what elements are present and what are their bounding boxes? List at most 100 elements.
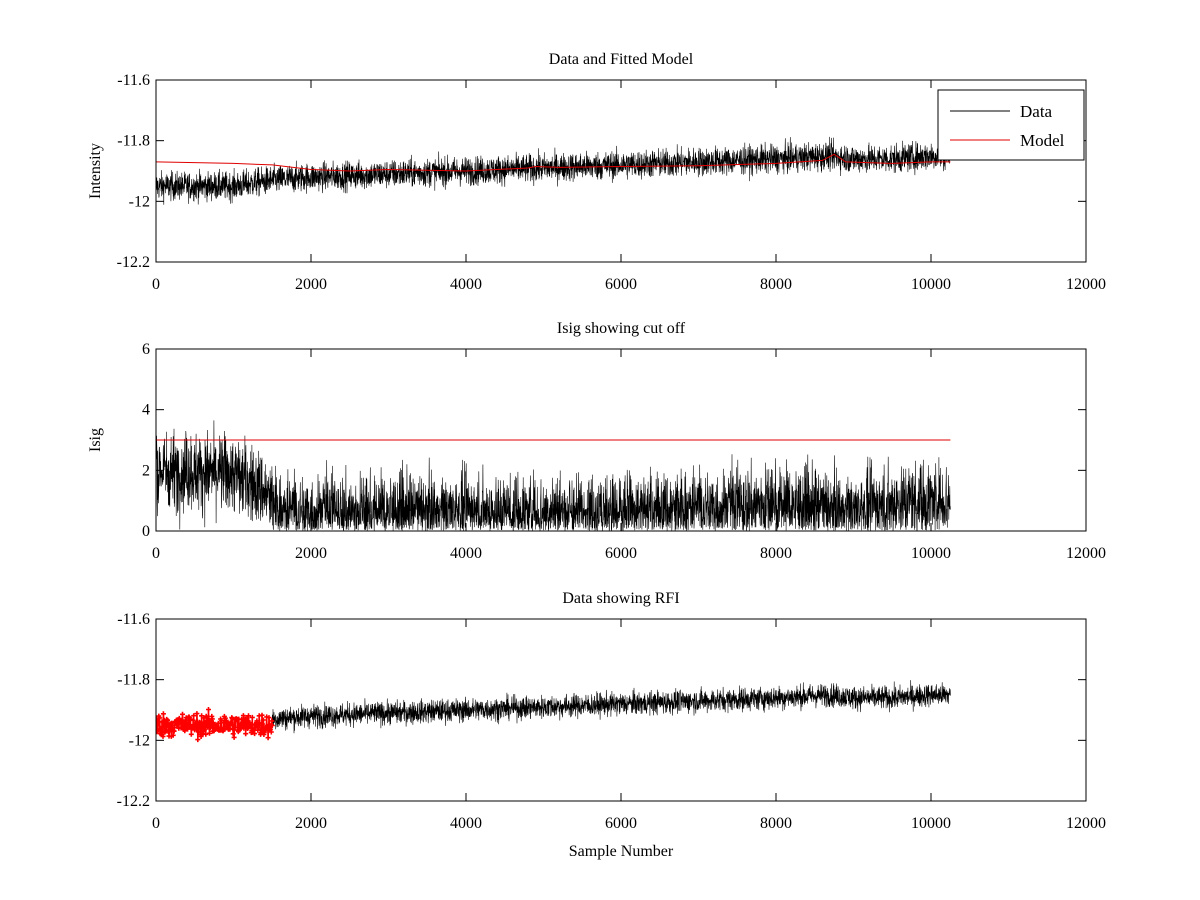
x-tick-label: 0 bbox=[152, 815, 160, 832]
y-tick-label: -12.2 bbox=[117, 793, 150, 810]
series-data-line bbox=[156, 136, 951, 205]
legend-box bbox=[937, 89, 1085, 161]
y-axis-label: Intensity bbox=[87, 143, 104, 199]
data-point bbox=[195, 724, 201, 730]
data-point bbox=[201, 727, 207, 733]
subplot-3: 0 2000 4000 6000 8000 10000 12000 -11.6 -11.8 -12… bbox=[117, 590, 1106, 860]
data-point bbox=[167, 727, 172, 733]
data-point bbox=[186, 721, 192, 727]
data-point bbox=[256, 723, 262, 728]
x-axis-label: Sample Number bbox=[569, 843, 674, 860]
x-tick-label: 4000 bbox=[450, 815, 482, 832]
data-point bbox=[228, 719, 234, 725]
y-tick-label: -11.8 bbox=[117, 672, 150, 689]
data-point bbox=[259, 712, 265, 718]
data-point bbox=[248, 722, 254, 728]
x-tick-label: 2000 bbox=[295, 545, 327, 562]
x-tick-label: 4000 bbox=[450, 276, 482, 293]
data-point bbox=[249, 714, 255, 720]
y-tick-label: 6 bbox=[142, 341, 150, 358]
plot-area bbox=[156, 136, 951, 205]
x-tick-label: 10000 bbox=[911, 276, 951, 293]
x-tick-label: 12000 bbox=[1066, 545, 1106, 562]
x-tick-label: 6000 bbox=[605, 276, 637, 293]
legend: Data Model bbox=[937, 89, 1085, 161]
data-point bbox=[240, 713, 246, 719]
series-1-line bbox=[156, 420, 951, 531]
data-point bbox=[170, 732, 176, 738]
x-tick-label: 6000 bbox=[605, 815, 637, 832]
data-point bbox=[207, 730, 212, 736]
data-point bbox=[257, 720, 263, 726]
x-tick-label: 2000 bbox=[295, 815, 327, 832]
x-tick-label: 8000 bbox=[760, 815, 792, 832]
data-point bbox=[196, 729, 202, 735]
x-tick-label: 0 bbox=[152, 276, 160, 293]
data-point bbox=[246, 713, 251, 719]
data-point bbox=[269, 723, 275, 728]
data-point bbox=[190, 717, 196, 723]
x-tick-label: 12000 bbox=[1066, 815, 1106, 832]
data-point bbox=[260, 721, 265, 727]
data-point bbox=[266, 715, 272, 721]
data-point bbox=[198, 734, 204, 739]
data-point bbox=[269, 718, 275, 724]
data-point bbox=[215, 720, 221, 726]
data-point bbox=[254, 718, 260, 724]
data-point bbox=[204, 715, 210, 721]
x-tick-label: 10000 bbox=[911, 815, 951, 832]
y-tick-label: 0 bbox=[142, 523, 150, 540]
plot-area bbox=[156, 420, 951, 531]
data-point bbox=[191, 713, 197, 719]
x-tick-label: 8000 bbox=[760, 276, 792, 293]
y-tick-label: 4 bbox=[142, 402, 150, 419]
data-point bbox=[252, 731, 258, 737]
x-tick-label: 6000 bbox=[605, 545, 637, 562]
chart-title: Isig showing cut off bbox=[557, 320, 686, 337]
data-point bbox=[165, 717, 171, 723]
chart-title: Data and Fitted Model bbox=[549, 51, 694, 68]
data-point bbox=[179, 718, 185, 724]
x-tick-label: 4000 bbox=[450, 545, 482, 562]
y-tick-label: -12 bbox=[129, 193, 150, 210]
y-tick-label: -11.6 bbox=[117, 72, 150, 89]
data-point bbox=[265, 735, 271, 741]
data-point bbox=[260, 717, 266, 723]
series-1-line bbox=[272, 680, 951, 734]
data-point bbox=[157, 715, 163, 721]
data-point bbox=[243, 731, 249, 737]
subplot-1: 0 2000 4000 6000 8000 10000 12000 -11.6 -11.8 -12… bbox=[87, 51, 1106, 293]
series-model-line bbox=[156, 153, 951, 172]
data-point bbox=[160, 711, 166, 717]
data-point bbox=[174, 722, 180, 728]
legend-label-model: Model bbox=[1020, 131, 1065, 150]
series-2-markers bbox=[156, 707, 275, 743]
legend-label-data: Data bbox=[1020, 102, 1053, 121]
chart-title: Data showing RFI bbox=[562, 590, 679, 607]
x-tick-label: 2000 bbox=[295, 276, 327, 293]
data-point bbox=[194, 711, 200, 717]
y-tick-label: 2 bbox=[142, 462, 150, 479]
x-tick-label: 10000 bbox=[911, 545, 951, 562]
data-point bbox=[227, 726, 233, 732]
data-point bbox=[232, 724, 238, 730]
x-tick-label: 0 bbox=[152, 545, 160, 562]
data-point bbox=[195, 737, 201, 743]
y-tick-label: -12 bbox=[129, 732, 150, 749]
y-tick-label: -11.6 bbox=[117, 611, 150, 628]
data-point bbox=[160, 724, 165, 730]
axes-box bbox=[155, 618, 1087, 802]
data-point bbox=[230, 731, 236, 737]
x-tick-label: 8000 bbox=[760, 545, 792, 562]
y-tick-label: -11.8 bbox=[117, 133, 150, 150]
data-point bbox=[188, 731, 194, 737]
data-point bbox=[231, 734, 237, 740]
data-point bbox=[160, 733, 166, 739]
y-axis-label: Isig bbox=[87, 428, 104, 452]
data-point bbox=[206, 707, 211, 712]
plot-area bbox=[156, 680, 951, 743]
data-point bbox=[180, 711, 185, 717]
subplot-2: 0 2000 4000 6000 8000 10000 12000 0 2 4 6 Isig show… bbox=[87, 320, 1106, 562]
y-tick-label: -12.2 bbox=[117, 254, 150, 271]
